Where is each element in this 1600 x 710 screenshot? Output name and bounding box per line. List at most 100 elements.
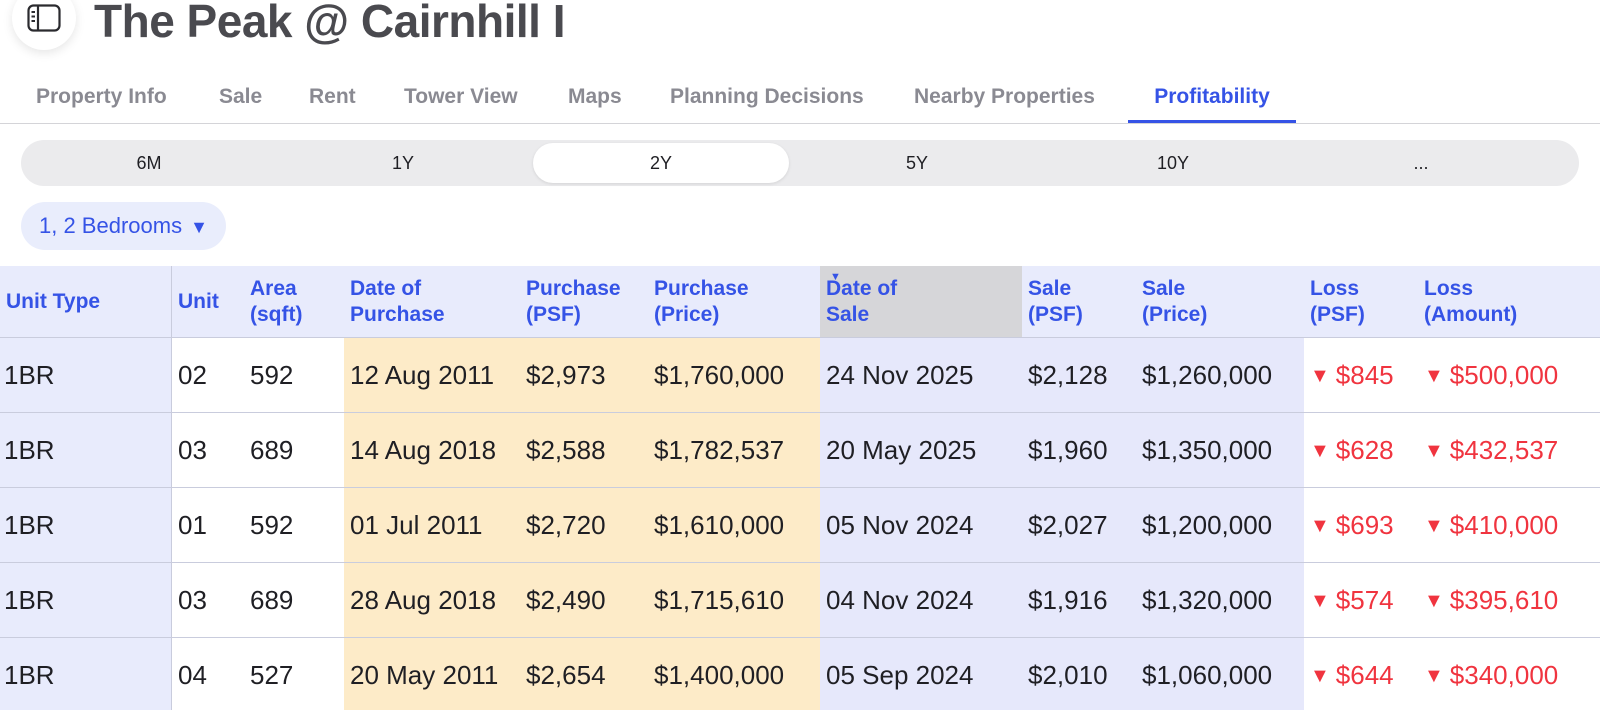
cell-sale-date: 05 Nov 2024 — [820, 488, 1022, 562]
cell-unit-type-value: 1BR — [4, 660, 55, 690]
cell-unit-type: 1BR — [0, 563, 172, 637]
tab-maps[interactable]: Maps — [568, 85, 622, 108]
cell-area: 527 — [244, 638, 344, 710]
table-header-row: Unit Type Unit Area (sqft) Date of Purchas… — [0, 266, 1600, 338]
bedroom-filter-dropdown[interactable]: 1, 2 Bedrooms ▼ — [21, 202, 226, 250]
header-purchase-price[interactable]: Purchase (Price) — [654, 276, 749, 326]
cell-sale-price-value: $1,350,000 — [1142, 435, 1273, 465]
table-row[interactable]: 1BR 02 592 12 Aug 2011 $2,973 $1,760,000 24 No… — [0, 338, 1600, 413]
cell-unit-value: 03 — [178, 585, 207, 615]
cell-unit: 03 — [172, 563, 244, 637]
cell-purchase-price: $1,610,000 — [648, 488, 820, 562]
cell-unit-type-value: 1BR — [4, 510, 55, 540]
tab-nearby-properties[interactable]: Nearby Properties — [914, 85, 1095, 108]
cell-purchase-price-value: $1,715,610 — [654, 585, 785, 615]
cell-sale-price-value: $1,260,000 — [1142, 360, 1273, 390]
cell-loss-amount: ▼ $395,610 — [1418, 563, 1600, 637]
cell-unit-type: 1BR — [0, 338, 172, 412]
table-row[interactable]: 1BR 04 527 20 May 2011 $2,654 $1,400,000 05 Se… — [0, 638, 1600, 710]
period-selector: 6M 1Y 2Y 5Y 10Y ... — [21, 140, 1579, 186]
cell-loss-psf: ▼ $644 — [1304, 638, 1418, 710]
cell-loss-psf: ▼ $628 — [1304, 413, 1418, 487]
cell-purchase-date-value: 12 Aug 2011 — [350, 360, 495, 390]
cell-purchase-psf-value: $2,490 — [526, 585, 606, 615]
cell-purchase-price: $1,400,000 — [648, 638, 820, 710]
cell-purchase-price: $1,715,610 — [648, 563, 820, 637]
header-sale-psf[interactable]: Sale (PSF) — [1028, 276, 1083, 326]
period-1y[interactable]: 1Y — [391, 153, 415, 173]
cell-area-value: 592 — [250, 360, 294, 390]
header-area[interactable]: Area (sqft) — [250, 276, 303, 326]
cell-purchase-psf-value: $2,973 — [526, 360, 606, 390]
tab-sale[interactable]: Sale — [219, 85, 263, 108]
cell-sale-price-value: $1,320,000 — [1142, 585, 1273, 615]
cell-unit-type-value: 1BR — [4, 360, 55, 390]
cell-sale-psf-value: $2,128 — [1028, 360, 1108, 390]
cell-loss-amount: ▼ $410,000 — [1418, 488, 1600, 562]
cell-sale-price: $1,320,000 — [1136, 563, 1304, 637]
table-row[interactable]: 1BR 03 689 28 Aug 2018 $2,490 $1,715,610 04 No… — [0, 563, 1600, 638]
header-purchase-date[interactable]: Date of Purchase — [350, 276, 445, 326]
header-sale-date[interactable]: ▼ Date of Sale — [820, 266, 1022, 337]
loss-down-icon: ▼ — [1424, 440, 1444, 462]
cell-unit-type-value: 1BR — [4, 435, 55, 465]
cell-loss-amount-value: $340,000 — [1449, 660, 1559, 690]
cell-purchase-date: 28 Aug 2018 — [344, 563, 520, 637]
cell-area-value: 689 — [250, 435, 294, 465]
cell-unit-value: 02 — [178, 360, 207, 390]
sidebar-toggle-button[interactable] — [12, 0, 76, 50]
cell-loss-amount-value: $500,000 — [1449, 360, 1559, 390]
cell-purchase-psf-value: $2,654 — [526, 660, 606, 690]
table-row[interactable]: 1BR 01 592 01 Jul 2011 $2,720 $1,610,000 05 No… — [0, 488, 1600, 563]
cell-purchase-price-value: $1,782,537 — [654, 435, 785, 465]
cell-purchase-price-value: $1,400,000 — [654, 660, 785, 690]
cell-purchase-date: 12 Aug 2011 — [344, 338, 520, 412]
header-sale-price[interactable]: Sale (Price) — [1142, 276, 1208, 326]
sort-indicator-icon: ▼ — [830, 271, 841, 283]
cell-loss-psf: ▼ $574 — [1304, 563, 1418, 637]
cell-loss-psf: ▼ $845 — [1304, 338, 1418, 412]
cell-loss-psf: ▼ $693 — [1304, 488, 1418, 562]
loss-down-icon: ▼ — [1310, 365, 1330, 387]
cell-sale-psf-value: $2,027 — [1028, 510, 1108, 540]
cell-area-value: 527 — [250, 660, 294, 690]
cell-purchase-psf: $2,654 — [520, 638, 648, 710]
table-row[interactable]: 1BR 03 689 14 Aug 2018 $2,588 $1,782,537 20 Ma… — [0, 413, 1600, 488]
tab-tower-view[interactable]: Tower View — [404, 85, 518, 108]
tab-property-info[interactable]: Property Info — [36, 85, 167, 108]
cell-loss-psf-value: $574 — [1335, 585, 1394, 615]
cell-unit: 03 — [172, 413, 244, 487]
cell-purchase-date: 01 Jul 2011 — [344, 488, 520, 562]
header-loss-amount[interactable]: Loss (Amount) — [1424, 276, 1518, 326]
cell-purchase-price-value: $1,610,000 — [654, 510, 785, 540]
cell-purchase-psf-value: $2,720 — [526, 510, 606, 540]
cell-sale-date: 05 Sep 2024 — [820, 638, 1022, 710]
period-2y[interactable]: 2Y — [533, 143, 789, 183]
period-6m[interactable]: 6M — [136, 153, 162, 173]
period-5y[interactable]: 5Y — [905, 153, 929, 173]
header-unit-type[interactable]: Unit Type — [0, 266, 172, 337]
cell-loss-amount: ▼ $500,000 — [1418, 338, 1600, 412]
period-more[interactable]: ... — [1413, 153, 1429, 173]
cell-purchase-date-value: 01 Jul 2011 — [350, 510, 483, 540]
cell-unit-type-value: 1BR — [4, 585, 55, 615]
period-10y[interactable]: 10Y — [1156, 153, 1190, 173]
cell-loss-amount: ▼ $432,537 — [1418, 413, 1600, 487]
chevron-down-icon: ▼ — [190, 217, 208, 237]
cell-sale-psf: $1,960 — [1022, 413, 1136, 487]
cell-unit-type: 1BR — [0, 638, 172, 710]
cell-purchase-psf-value: $2,588 — [526, 435, 606, 465]
header-unit[interactable]: Unit — [178, 289, 219, 313]
tab-profitability[interactable]: Profitability — [1128, 74, 1296, 123]
header-loss-psf[interactable]: Loss (PSF) — [1310, 276, 1365, 326]
tab-planning-decisions[interactable]: Planning Decisions — [670, 85, 864, 108]
loss-down-icon: ▼ — [1424, 365, 1444, 387]
cell-unit: 01 — [172, 488, 244, 562]
header-purchase-psf[interactable]: Purchase (PSF) — [526, 276, 621, 326]
cell-area: 689 — [244, 563, 344, 637]
cell-loss-amount-value: $410,000 — [1449, 510, 1559, 540]
cell-sale-date: 04 Nov 2024 — [820, 563, 1022, 637]
cell-purchase-date-value: 28 Aug 2018 — [350, 585, 497, 615]
tab-rent[interactable]: Rent — [309, 85, 356, 108]
tab-bar: Property Info Sale Rent Tower View Maps … — [0, 74, 1600, 124]
